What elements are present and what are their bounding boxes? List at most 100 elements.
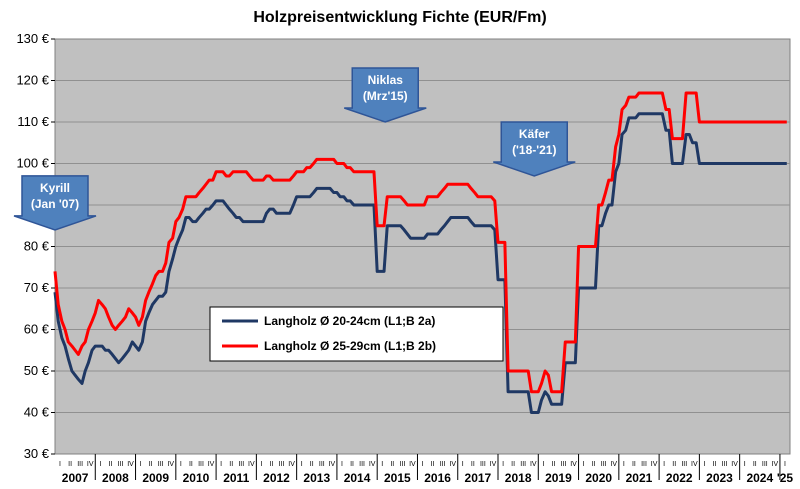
y-tick-label: 50 € [24, 363, 50, 378]
quarter-tick-label: III [440, 461, 446, 468]
y-tick-label: 80 € [24, 239, 50, 254]
year-tick-label: 2015 [384, 471, 411, 485]
year-tick-label: 2008 [102, 471, 129, 485]
quarter-tick-label: IV [329, 461, 336, 468]
quarter-tick-label: III [279, 461, 285, 468]
callout-niklas: Niklas (Mrz'15) [344, 67, 427, 123]
quarter-tick-label: II [551, 461, 555, 468]
quarter-tick-label: III [601, 461, 607, 468]
quarter-tick-label: II [632, 461, 636, 468]
quarter-tick-label: II [310, 461, 314, 468]
callout-text: (Mrz'15) [363, 89, 408, 103]
quarter-tick-label: III [641, 461, 647, 468]
year-tick-label: 2024 [746, 471, 773, 485]
quarter-tick-label: IV [167, 461, 174, 468]
quarter-tick-label: I [180, 461, 182, 468]
quarter-tick-label: IV [530, 461, 537, 468]
year-tick-label: 2009 [142, 471, 169, 485]
year-tick-label: 2013 [303, 471, 330, 485]
callout-text: Kyrill [40, 181, 70, 195]
quarter-tick-label: IV [208, 461, 215, 468]
callout-arrow-shape [344, 67, 427, 123]
quarter-tick-label: III [722, 461, 728, 468]
quarter-tick-label: I [663, 461, 665, 468]
quarter-tick-label: IV [288, 461, 295, 468]
quarter-tick-label: II [592, 461, 596, 468]
quarter-tick-label: IV [449, 461, 456, 468]
quarter-tick-label: III [359, 461, 365, 468]
quarter-tick-label: III [77, 461, 83, 468]
quarter-tick-label: I [502, 461, 504, 468]
quarter-tick-label: I [703, 461, 705, 468]
quarter-tick-label: III [561, 461, 567, 468]
quarter-tick-label: I [422, 461, 424, 468]
y-tick-label: 40 € [24, 405, 50, 420]
quarter-tick-label: IV [490, 461, 497, 468]
quarter-tick-label: IV [570, 461, 577, 468]
quarter-tick-label: II [149, 461, 153, 468]
year-tick-label: 2022 [666, 471, 693, 485]
quarter-tick-label: III [238, 461, 244, 468]
year-tick-label: 2018 [505, 471, 532, 485]
quarter-tick-label: II [108, 461, 112, 468]
legend-label-series-2: Langholz Ø 25-29cm (L1;B 2b) [264, 339, 436, 353]
quarter-tick-label: I [583, 461, 585, 468]
quarter-tick-label: IV [691, 461, 698, 468]
quarter-tick-label: IV [731, 461, 738, 468]
callout-text: Niklas [368, 73, 404, 87]
callout-text: (Jan '07) [31, 197, 79, 211]
quarter-tick-label: II [189, 461, 193, 468]
quarter-tick-label: IV [369, 461, 376, 468]
quarter-tick-label: III [681, 461, 687, 468]
quarter-tick-label: IV [127, 461, 134, 468]
annotations: Kyrill (Jan '07) Niklas (Mrz'15) Käfer ('18-'… [13, 67, 576, 231]
y-tick-label: 100 € [16, 156, 49, 171]
legend-label-series-1: Langholz Ø 20-24cm (L1;B 2a) [264, 314, 435, 328]
quarter-tick-label: III [198, 461, 204, 468]
legend: Langholz Ø 20-24cm (L1;B 2a) Langholz Ø … [209, 306, 504, 362]
y-tick-label: 110 € [17, 114, 49, 129]
quarter-tick-label: IV [248, 461, 255, 468]
quarter-tick-label: III [158, 461, 164, 468]
year-tick-label: 2023 [706, 471, 733, 485]
quarter-tick-label: I [260, 461, 262, 468]
y-tick-label: 130 € [16, 31, 49, 46]
callout-text: ('18-'21) [512, 143, 556, 157]
callout-kyrill: Kyrill (Jan '07) [13, 175, 97, 231]
quarter-tick-label: II [68, 461, 72, 468]
callout-arrow-shape [13, 175, 97, 231]
quarter-tick-label: I [623, 461, 625, 468]
quarter-tick-label: I [341, 461, 343, 468]
y-tick-label: 120 € [16, 73, 49, 88]
y-tick-label: 30 € [24, 446, 50, 461]
quarter-tick-label: II [229, 461, 233, 468]
year-tick-label: 2017 [465, 471, 492, 485]
quarter-tick-label: I [784, 461, 786, 468]
y-tick-label: 60 € [24, 322, 50, 337]
quarter-tick-label: II [672, 461, 676, 468]
quarter-tick-label: II [270, 461, 274, 468]
quarter-tick-label: III [118, 461, 124, 468]
quarter-tick-label: II [390, 461, 394, 468]
quarter-tick-label: II [753, 461, 757, 468]
y-tick-label: 70 € [24, 280, 50, 295]
quarter-tick-label: I [140, 461, 142, 468]
legend-box [209, 306, 504, 362]
quarter-tick-label: I [744, 461, 746, 468]
y-axis-ticks: 30 €40 €50 €60 €70 €80 €90 €100 €110 €12… [16, 31, 55, 461]
quarter-tick-label: II [511, 461, 515, 468]
quarter-tick-label: III [480, 461, 486, 468]
quarter-tick-label: II [471, 461, 475, 468]
callout-text: Käfer [519, 127, 550, 141]
quarter-tick-label: I [462, 461, 464, 468]
quarter-tick-label: I [301, 461, 303, 468]
quarter-tick-label: IV [772, 461, 779, 468]
quarter-tick-label: II [350, 461, 354, 468]
series-group [53, 91, 787, 414]
quarter-tick-label: I [381, 461, 383, 468]
chart-title: Holzpreisentwicklung Fichte (EUR/Fm) [253, 9, 546, 26]
year-tick-label: 2011 [223, 471, 249, 485]
series-line-1 [53, 112, 787, 414]
